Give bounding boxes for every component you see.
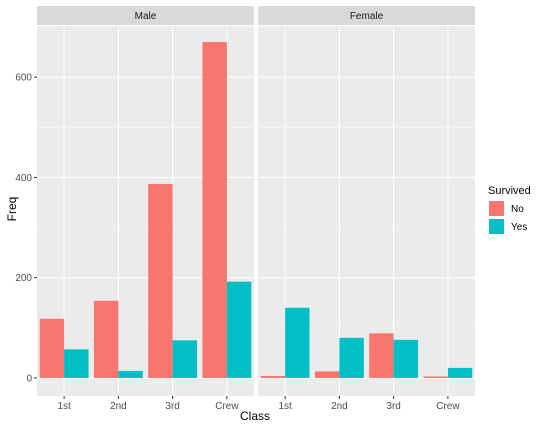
x-tick-label: Crew (436, 401, 460, 412)
x-axis-title: Class (240, 409, 270, 423)
legend-title: Survived (488, 185, 531, 197)
x-tick-label: 2nd (110, 401, 127, 412)
y-tick-label: 0 (26, 373, 32, 384)
x-tick-label: 2nd (331, 401, 348, 412)
y-tick-label: 600 (15, 73, 32, 84)
panel-male: Male (37, 6, 254, 396)
x-tick-label: 1st (278, 401, 292, 412)
bar-male-crew-yes (226, 281, 252, 378)
facet-label: Female (350, 11, 384, 22)
bar-female-crew-no (423, 376, 448, 378)
bar-male-2nd-yes (118, 370, 143, 378)
facet-panels: Male Female (37, 6, 475, 396)
bar-male-crew-no (202, 42, 227, 378)
facet-strip (258, 6, 475, 25)
bar-male-1st-no (39, 318, 65, 378)
y-tick-label: 200 (15, 273, 32, 284)
bar-female-3rd-yes (393, 339, 419, 378)
legend-label-yes: Yes (511, 222, 527, 233)
bar-female-2nd-no (314, 371, 340, 378)
bar-male-3rd-no (148, 183, 173, 378)
x-tick-label: 3rd (165, 401, 179, 412)
legend-label-no: No (511, 204, 524, 215)
legend-entries: No Yes (489, 201, 527, 234)
bar-male-2nd-no (93, 300, 119, 378)
bar-female-1st-yes (285, 307, 310, 378)
x-tick-label: 3rd (386, 401, 400, 412)
y-axis-title: Freq (5, 197, 19, 222)
bar-female-1st-no (260, 375, 286, 378)
bar-male-1st-yes (64, 349, 89, 378)
bar-male-3rd-yes (172, 340, 198, 378)
panel-female: Female (258, 6, 475, 396)
legend-key-no (489, 201, 504, 216)
x-axis: 1st 2nd 3rd Crew 1st 2nd 3rd Crew (57, 396, 460, 412)
y-tick-label: 400 (15, 173, 32, 184)
y-axis: 0 200 400 600 (15, 73, 37, 384)
x-tick-label: 1st (57, 401, 71, 412)
bar-female-3rd-no (369, 333, 394, 378)
legend-key-yes (489, 219, 504, 234)
bar-female-crew-yes (447, 367, 473, 378)
facet-strip (37, 6, 254, 25)
bar-female-2nd-yes (339, 337, 364, 378)
x-tick-label: Crew (215, 401, 239, 412)
legend: Survived No Yes (488, 185, 531, 234)
facet-label: Male (135, 11, 157, 22)
